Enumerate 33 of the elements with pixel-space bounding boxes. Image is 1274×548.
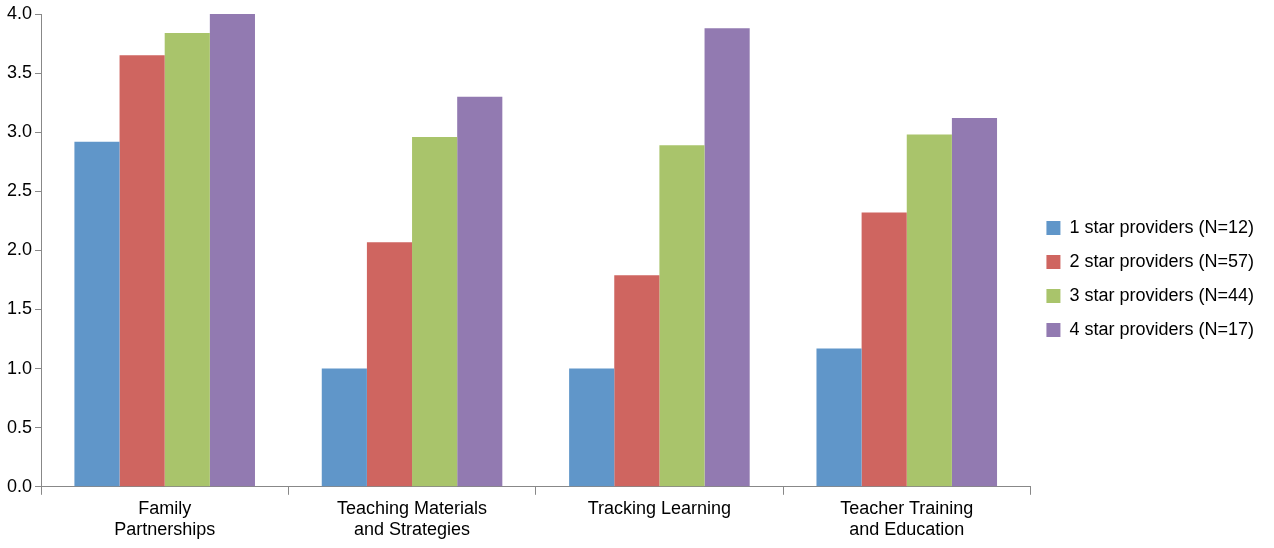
legend-label: 1 star providers (N=12) <box>1069 216 1255 237</box>
bar <box>74 141 120 487</box>
legend-label: 3 star providers (N=44) <box>1069 284 1255 305</box>
bar <box>906 134 952 487</box>
bar <box>457 96 503 487</box>
bar <box>164 32 210 487</box>
bar <box>816 348 862 487</box>
y-tick-label: 4.0 <box>6 2 33 23</box>
y-tick-label: 3.5 <box>6 62 33 83</box>
x-tick-label: Tracking Learning <box>587 497 732 518</box>
bar <box>119 55 165 487</box>
y-tick-label: 0.5 <box>6 416 33 437</box>
y-tick-label: 1.5 <box>6 298 33 319</box>
y-tick-label: 1.0 <box>6 357 33 378</box>
legend-label: 2 star providers (N=57) <box>1069 250 1255 271</box>
y-tick-label: 2.0 <box>6 239 33 260</box>
bar <box>614 275 660 487</box>
bar <box>659 145 705 487</box>
x-tick-label: Family Partnerships <box>114 497 216 540</box>
bar <box>209 14 255 487</box>
legend-label: 4 star providers (N=17) <box>1069 318 1255 339</box>
bar <box>366 242 413 487</box>
x-tick-label: Teacher Training and Education <box>840 497 974 540</box>
bar <box>321 368 367 487</box>
bar <box>861 212 907 487</box>
bar <box>704 28 750 487</box>
bar <box>569 368 615 487</box>
bar <box>951 118 998 487</box>
bar <box>412 136 458 487</box>
y-tick-label: 2.5 <box>6 180 33 201</box>
y-tick-label: 3.0 <box>6 121 33 142</box>
y-tick-label: 0.0 <box>6 475 33 496</box>
x-tick-label: Teaching Materials and Strategies <box>337 497 488 540</box>
